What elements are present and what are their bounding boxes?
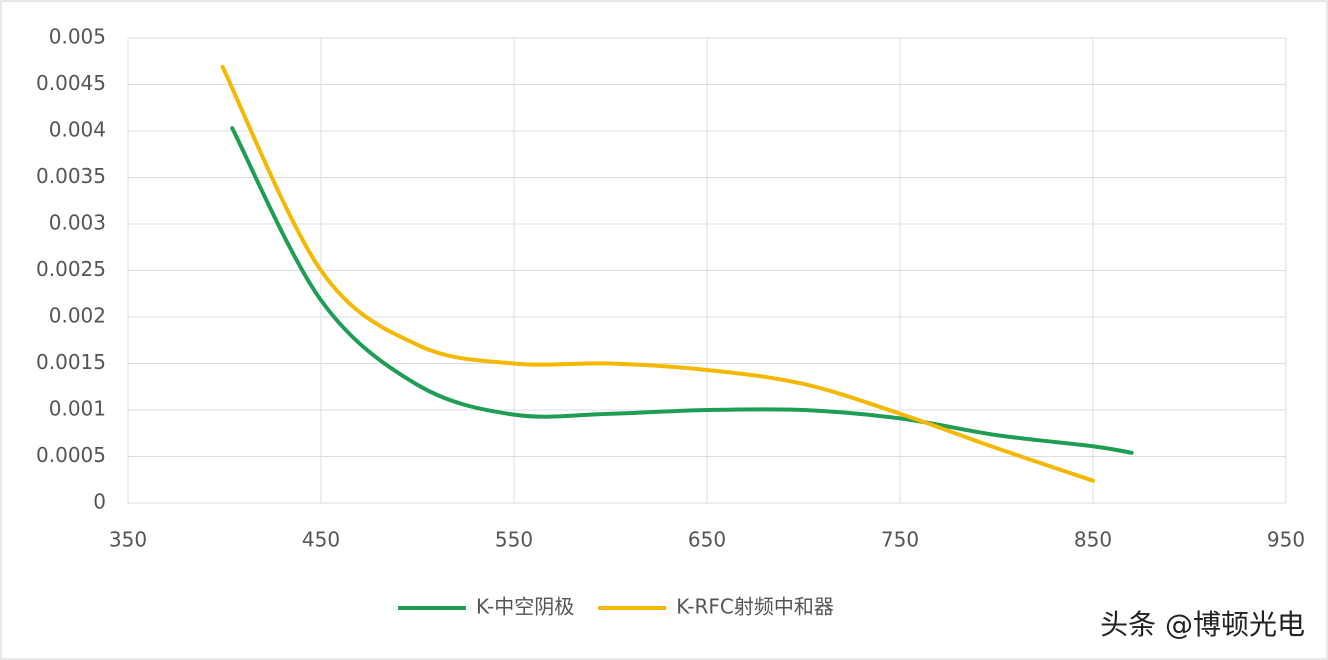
x-tick-label: 750 [881,528,919,552]
data-line [230,126,1134,455]
watermark: 头条 @博顿光电 [1100,608,1305,641]
legend-label: K-RFC射频中和器 [676,595,834,619]
x-tick-label: 950 [1267,528,1305,552]
y-tick-label: 0.001 [49,397,106,421]
y-tick-label: 0.005 [49,25,106,49]
y-tick-label: 0.002 [49,304,106,328]
y-tick-label: 0.004 [49,118,106,142]
x-tick-label: 850 [1074,528,1112,552]
x-tick-label: 550 [495,528,533,552]
y-tick-label: 0.0045 [36,71,106,95]
y-tick-label: 0 [93,490,106,514]
y-tick-label: 0.003 [49,211,106,235]
x-tick-label: 350 [109,528,147,552]
y-tick-label: 0.0025 [36,257,106,281]
data-line [220,64,1095,483]
y-tick-label: 0.0005 [36,443,106,467]
y-tick-label: 0.0035 [36,164,106,188]
x-tick-label: 450 [302,528,340,552]
legend-label: K-中空阴极 [476,595,574,619]
x-tick-label: 650 [688,528,726,552]
y-tick-label: 0.0015 [36,350,106,374]
